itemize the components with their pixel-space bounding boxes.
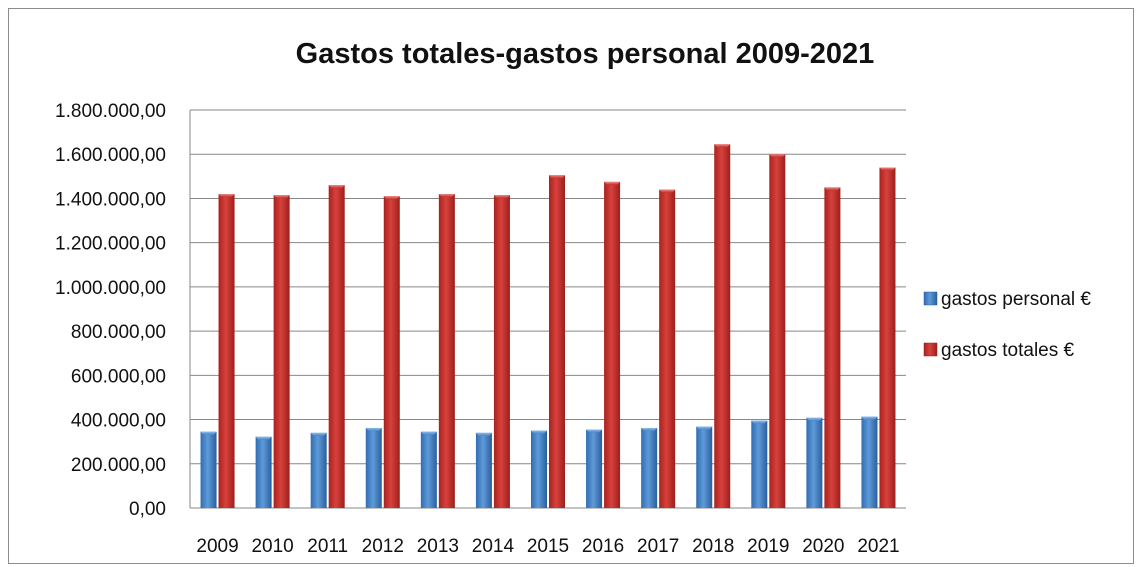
- bar-gastos-totales-2010: [273, 195, 290, 508]
- bar-cap: [531, 430, 547, 434]
- x-tick-label: 2012: [362, 536, 404, 557]
- bar-cap: [879, 167, 896, 171]
- bar-gastos-personal-2017: [641, 427, 658, 508]
- bar-cap: [365, 427, 382, 431]
- x-tick-label: 2009: [196, 536, 238, 557]
- y-tick-label: 600.000,00: [71, 366, 166, 387]
- bar-cap: [806, 417, 823, 421]
- bar-gastos-personal-2009: [200, 431, 217, 508]
- chart-frame: [8, 8, 1134, 564]
- bar-cap: [273, 195, 290, 199]
- bar-gastos-personal-2014: [475, 432, 492, 508]
- bar-cap: [659, 189, 676, 193]
- bar-cap: [328, 185, 345, 189]
- bar-gastos-personal-2011: [310, 432, 327, 508]
- bar-gastos-totales-2021: [879, 167, 896, 508]
- y-tick-label: 1.200.000,00: [55, 234, 166, 255]
- bar-gastos-personal-2020: [806, 417, 823, 508]
- bar-gastos-totales-2019: [769, 154, 786, 508]
- legend-label: gastos personal €: [941, 289, 1091, 310]
- legend-label: gastos totales €: [941, 340, 1075, 361]
- bar-gastos-totales-2013: [438, 194, 455, 508]
- x-tick-label: 2021: [857, 536, 899, 557]
- y-tick-label: 1.000.000,00: [55, 278, 166, 299]
- x-axis-ticks: 2009 2010 2011 2012 2013 2014 2015 2016 2017 2018…: [196, 536, 899, 557]
- legend-swatch: [923, 342, 938, 357]
- y-tick-label: 200.000,00: [71, 455, 166, 476]
- x-tick-label: 2013: [417, 536, 459, 557]
- x-tick-label: 2020: [802, 536, 844, 557]
- x-tick-label: 2011: [307, 536, 348, 557]
- bar-gastos-totales-2016: [604, 181, 621, 508]
- bar-cap: [641, 427, 658, 431]
- bar-gastos-personal-2019: [751, 420, 768, 508]
- bar-cap: [255, 436, 272, 440]
- bar-gastos-totales-2011: [328, 185, 345, 508]
- bar-cap: [751, 420, 768, 424]
- bar-cap: [218, 194, 235, 198]
- bar-cap: [696, 426, 713, 430]
- bar-gastos-personal-2015: [531, 430, 547, 508]
- bar-cap: [493, 195, 510, 199]
- gridlines: [189, 109, 906, 509]
- bar-gastos-totales-2012: [383, 196, 400, 508]
- bar-cap: [200, 431, 217, 435]
- y-axis-ticks: 0,00 200.000,00 400.000,00 600.000,00 800.00…: [55, 101, 166, 520]
- x-tick-label: 2017: [637, 536, 679, 557]
- y-tick-label: 1.400.000,00: [55, 189, 166, 210]
- y-tick-label: 1.600.000,00: [55, 145, 166, 166]
- bar-cap: [475, 432, 492, 436]
- bar-gastos-personal-2021: [861, 416, 878, 508]
- x-tick-label: 2015: [527, 536, 569, 557]
- y-tick-label: 400.000,00: [71, 411, 166, 432]
- bar-cap: [824, 187, 841, 191]
- bar-gastos-totales-2015: [549, 175, 565, 508]
- bar-cap: [420, 431, 437, 435]
- x-tick-label: 2016: [582, 536, 624, 557]
- y-tick-label: 800.000,00: [71, 322, 166, 343]
- bar-cap: [438, 194, 455, 198]
- x-tick-label: 2010: [251, 536, 293, 557]
- bar-cap: [549, 175, 565, 179]
- bar-cap: [714, 144, 731, 148]
- bar-cap: [604, 181, 621, 185]
- bar-cap: [586, 429, 603, 433]
- bar-gastos-totales-2020: [824, 187, 841, 508]
- legend: gastos personal € gastos totales €: [923, 289, 1091, 361]
- bar-gastos-personal-2010: [255, 436, 272, 508]
- bar-cap: [769, 154, 786, 158]
- chart-title: Gastos totales-gastos personal 2009-2021: [295, 38, 875, 70]
- bar-cap: [383, 196, 400, 200]
- bar-gastos-totales-2018: [714, 144, 731, 508]
- x-tick-label: 2019: [747, 536, 789, 557]
- bars: [200, 144, 896, 508]
- bar-gastos-personal-2012: [365, 427, 382, 508]
- bar-gastos-personal-2018: [696, 426, 713, 508]
- bar-gastos-totales-2014: [493, 195, 510, 508]
- bar-gastos-personal-2013: [420, 431, 437, 508]
- x-tick-label: 2018: [692, 536, 734, 557]
- bar-cap: [861, 416, 878, 420]
- y-tick-label: 1.800.000,00: [55, 101, 166, 122]
- y-tick-label: 0,00: [129, 499, 166, 520]
- bar-gastos-totales-2009: [218, 194, 235, 508]
- bar-cap: [310, 432, 327, 436]
- x-tick-label: 2014: [472, 536, 515, 557]
- bar-gastos-totales-2017: [659, 189, 676, 508]
- legend-swatch: [923, 291, 938, 306]
- bar-gastos-personal-2016: [586, 429, 603, 508]
